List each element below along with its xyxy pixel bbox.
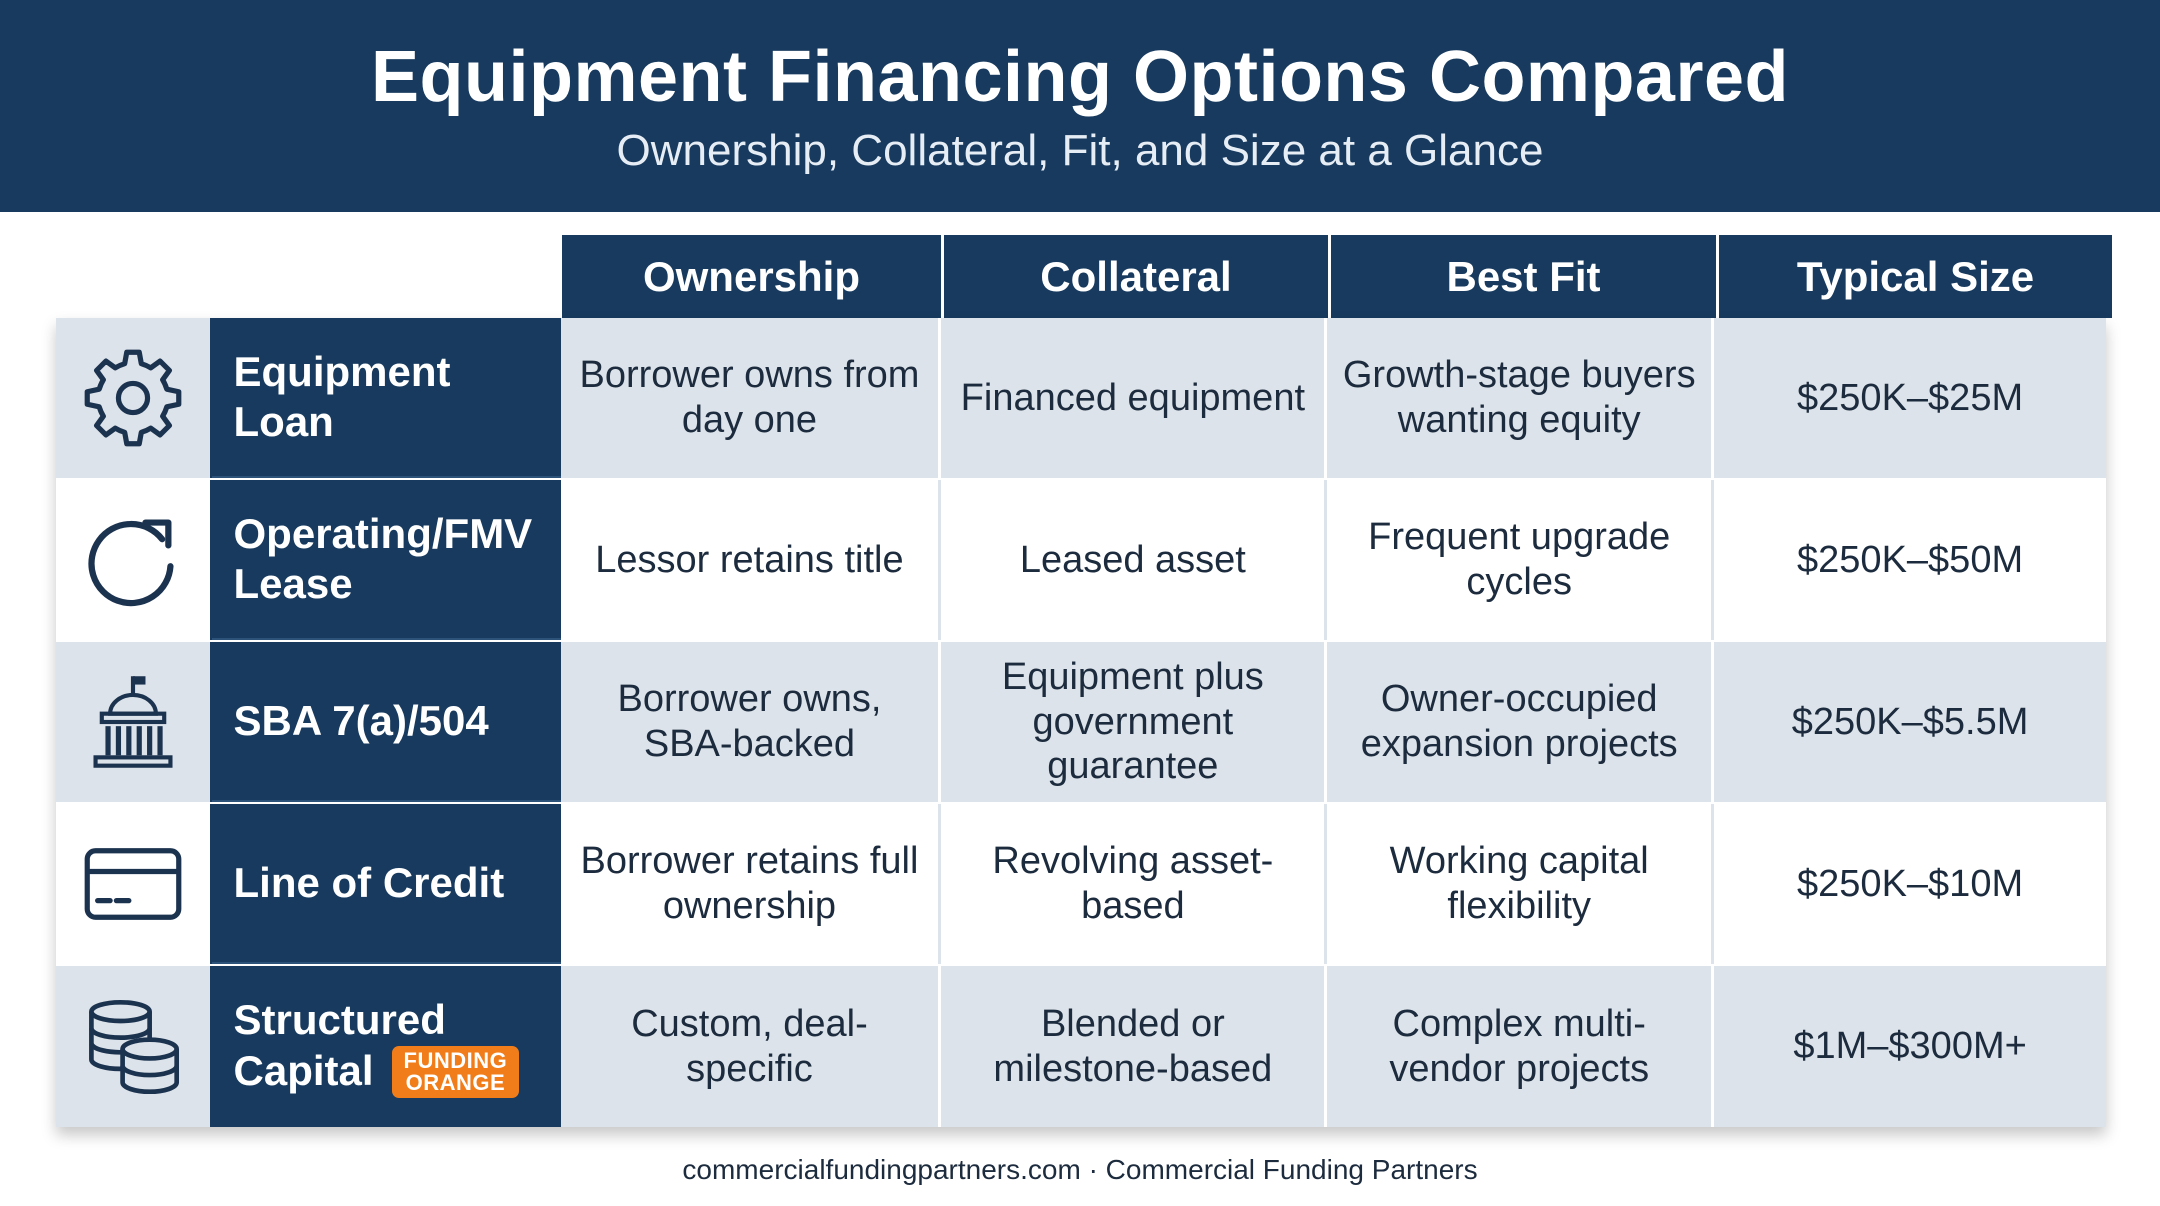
collateral-cell: Revolving asset-based [941,804,1328,964]
table-row: SBA 7(a)/504 Borrower owns, SBA-backed E… [56,642,2106,804]
row-name-line2: Lease [233,560,353,607]
coin-stack-icon [88,999,179,1094]
typical-size-cell: $250K–$5.5M [1714,642,2106,802]
row-icon-cell [56,804,212,964]
best-fit-cell: Working capital flexibility [1327,804,1715,964]
row-name-cell: Equipment Loan [211,318,561,478]
column-header-ownership: Ownership [562,235,944,318]
gear-icon [84,349,182,447]
page-title: Equipment Financing Options Compared [370,37,1790,117]
table-row: Line of Credit Borrower retains full own… [56,804,2106,966]
row-name: Equipment Loan [233,347,451,445]
typical-size-cell: $250K–$25M [1714,318,2106,478]
row-icon-cell [56,966,212,1127]
best-fit-cell: Frequent upgrade cycles [1327,480,1715,640]
collateral-cell: Financed equipment [941,318,1328,478]
row-name-cell: SBA 7(a)/504 [211,642,561,802]
credit-card-icon [84,848,182,920]
row-name-cell: Line of Credit [211,804,561,964]
page-header: Equipment Financing Options Compared Own… [0,0,2160,212]
row-icon-cell [56,480,212,640]
footer-source: commercialfundingpartners.com · Commerci… [682,1154,1478,1185]
ownership-cell: Borrower retains full ownership [560,804,942,964]
table-row: Equipment Loan Borrower owns from day on… [56,318,2106,480]
badge-line1: FUNDING [403,1047,508,1073]
page-subtitle: Ownership, Collateral, Fit, and Size at … [616,126,1544,175]
table-body: Equipment Loan Borrower owns from day on… [56,318,2106,1127]
table-row: Structured Capital FUNDING ORANGE Custom… [56,966,2106,1127]
column-header-row: Ownership Collateral Best Fit Typical Si… [562,235,2112,318]
row-icon-cell [56,318,212,478]
funding-orange-badge: FUNDING ORANGE [391,1045,520,1098]
best-fit-cell: Growth-stage buyers wanting equity [1327,318,1715,478]
ownership-cell: Lessor retains title [560,480,942,640]
typical-size-cell: $250K–$50M [1714,480,2106,640]
typical-size-cell: $1M–$300M+ [1714,966,2106,1127]
ownership-cell: Borrower owns from day one [560,318,942,478]
row-name-cell: Operating/FMV Lease [211,480,561,640]
row-name: Operating/FMV [233,509,533,557]
badge-line2: ORANGE [405,1069,506,1095]
row-name: SBA 7(a)/504 [233,696,489,744]
row-name: Line of Credit [233,858,505,906]
ownership-cell: Borrower owns, SBA-backed [560,642,942,802]
collateral-cell: Blended or milestone-based [941,966,1328,1127]
ownership-cell: Custom, deal-specific [560,966,942,1127]
collateral-cell: Equipment plus government guarantee [941,642,1328,802]
best-fit-cell: Complex multi-vendor projects [1327,966,1715,1127]
table-row: Operating/FMV Lease Lessor retains title… [56,480,2106,642]
row-name-cell: Structured Capital FUNDING ORANGE [211,966,561,1127]
refresh-icon [88,519,174,607]
best-fit-cell: Owner-occupied expansion projects [1327,642,1715,802]
typical-size-cell: $250K–$10M [1714,804,2106,964]
column-header-best-fit: Best Fit [1331,235,1719,318]
row-icon-cell [56,642,212,802]
collateral-cell: Leased asset [941,480,1328,640]
government-building-icon [93,676,173,768]
row-name-line2: Capital [233,1047,374,1095]
row-name: Structured [233,996,446,1044]
column-header-typical-size: Typical Size [1719,235,2112,318]
column-header-collateral: Collateral [944,235,1331,318]
